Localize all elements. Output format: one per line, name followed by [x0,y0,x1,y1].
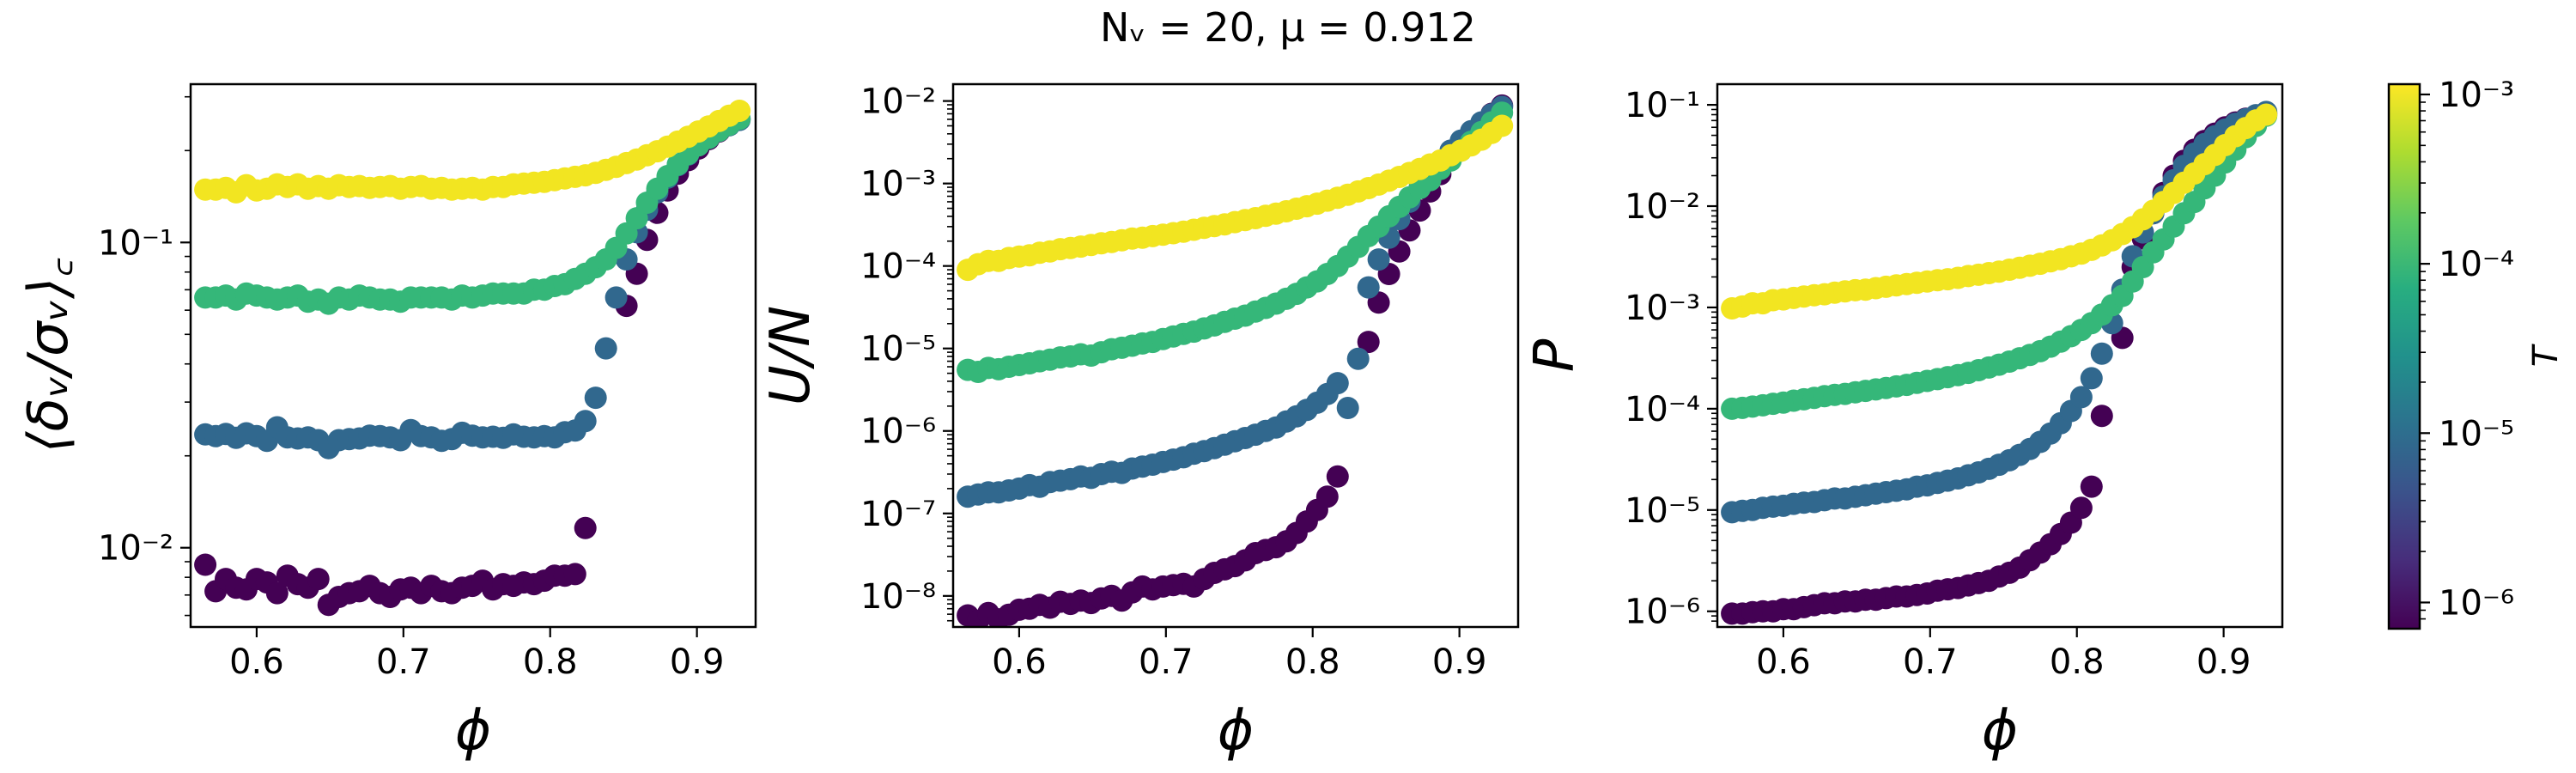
data-point-T-0.00001 [2080,367,2103,390]
x-tick-label: 0.7 [1903,642,1958,682]
axes-frame [189,82,757,629]
data-point-T-0.00001 [2069,386,2093,409]
y-tick-label: 10⁻⁵ [860,330,936,369]
data-point-T-0.000001 [563,563,586,586]
x-tick-label: 0.8 [2050,642,2105,682]
x-tick-label: 0.6 [1756,642,1811,682]
data-point-T-0.000001 [1326,465,1349,488]
y-tick-label: 10⁻³ [860,165,936,204]
colorbar-label: T [2526,343,2566,367]
data-point-T-0.00001 [594,337,617,360]
y-tick-label: 10⁻⁶ [1625,593,1700,632]
x-axis-label: ϕ [1982,699,2018,763]
data-point-T-0.00001 [2090,342,2113,365]
x-tick-label: 0.9 [670,642,725,682]
data-point-T-0.000001 [2080,475,2103,498]
x-tick-label: 0.9 [2196,642,2251,682]
colorbar-tick-label: 10⁻⁶ [2439,583,2514,623]
x-axis-label: ϕ [455,699,491,763]
x-tick-label: 0.8 [523,642,578,682]
data-point-T-0.001 [728,100,751,122]
data-point-T-0.00001 [1357,276,1380,299]
y-tick-label: 10⁻⁶ [860,412,936,452]
x-tick-label: 0.6 [992,642,1047,682]
y-tick-label: 10⁻² [860,82,936,122]
x-tick-label: 0.9 [1432,642,1487,682]
y-axis-label: P [1523,338,1587,372]
x-tick-label: 0.7 [376,642,431,682]
data-point-T-0.001 [1491,114,1514,137]
data-point-T-0.000001 [1357,331,1380,354]
data-point-T-0.00001 [1326,372,1349,395]
axes-frame [951,82,1520,629]
colorbar-tick-label: 10⁻⁴ [2439,245,2514,284]
panels: 0.6 0.7 0.8 0.910⁻¹10⁻²ϕ⟨δᵥ/σᵥ⟩꜀0.6 0.7 0.8 0.… [17,82,2284,763]
y-tick-label: 10⁻² [98,529,173,569]
data-point-T-0.000001 [2090,405,2113,428]
figure-title: Nᵥ = 20, μ = 0.912 [1100,4,1476,51]
colorbar: 10⁻³ 10⁻⁴ 10⁻⁵ 10⁻⁶ T [2387,76,2566,630]
data-point-T-0.00001 [1346,347,1370,370]
markers [1721,100,2278,625]
x-tick-label: 0.8 [1285,642,1340,682]
markers [194,100,751,617]
data-point-T-0.000001 [1315,485,1339,508]
data-point-T-0.000001 [2069,496,2093,520]
data-point-T-0.00001 [1336,397,1359,419]
data-point-T-0.00001 [1367,248,1390,271]
chart-panel-3: 0.6 0.7 0.8 0.9 10⁻¹ 10⁻² 10⁻³ 10⁻⁴ 10⁻⁵ 10⁻⁶ ϕ P [1523,82,2284,763]
colorbar-tick-label: 10⁻⁵ [2439,414,2514,453]
y-tick-label: 10⁻¹ [98,223,173,263]
y-axis-label: ⟨δᵥ/σᵥ⟩꜀ [17,258,81,453]
y-tick-label: 10⁻⁵ [1625,491,1700,531]
x-tick-label: 0.6 [229,642,284,682]
data-point-T-0.00001 [574,410,597,433]
data-point-T-0.000001 [574,516,597,539]
chart-panel-1: 0.6 0.7 0.8 0.9 10⁻¹ 10⁻² ϕ ⟨δᵥ/σᵥ⟩꜀ [17,82,757,763]
y-tick-label: 10⁻⁴ [860,247,936,287]
chart-panel-2: 0.6 0.7 0.8 0.9 10⁻² 10⁻³ 10⁻⁴ 10⁻⁵ 10⁻⁶ 10⁻⁷ 10⁻⁸… [759,82,1520,763]
y-tick-label: 10⁻⁴ [1625,390,1700,429]
x-tick-label: 0.7 [1139,642,1194,682]
y-tick-label: 10⁻² [1625,187,1700,227]
y-tick-label: 10⁻³ [1625,289,1700,328]
y-axis-label: U/N [759,306,823,405]
y-tick-label: 10⁻⁷ [860,495,936,534]
x-axis-label: ϕ [1218,699,1254,763]
data-point-T-0.000001 [194,553,217,576]
data-point-T-0.001 [2255,103,2278,126]
y-tick-label: 10⁻⁸ [860,577,936,617]
colorbar-tick-label: 10⁻³ [2439,76,2514,115]
y-tick-label: 10⁻¹ [1625,86,1700,125]
axes-frame [1716,82,2284,629]
data-point-T-0.000001 [265,581,289,605]
data-point-T-0.00001 [584,386,607,410]
markers [957,94,1514,627]
data-point-T-0.000001 [307,568,330,591]
colorbar-gradient [2387,82,2421,630]
data-point-T-0.00001 [605,286,628,309]
